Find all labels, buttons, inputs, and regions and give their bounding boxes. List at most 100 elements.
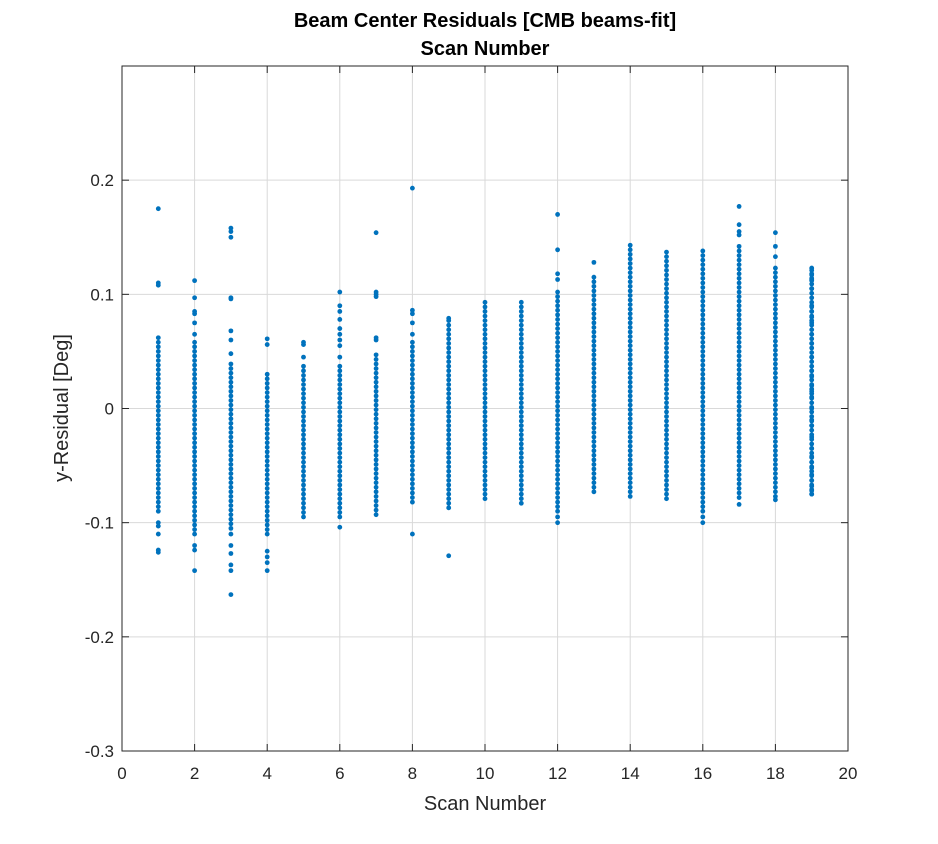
data-point [482, 400, 488, 406]
data-point [518, 304, 524, 310]
data-point [373, 503, 379, 508]
data-point [410, 495, 415, 500]
data-point [228, 361, 234, 367]
data-point [446, 414, 452, 419]
data-point [155, 358, 161, 363]
scan-series-1 [155, 206, 161, 555]
data-point [410, 435, 415, 441]
data-point [736, 307, 742, 313]
data-point [700, 476, 706, 482]
data-point [155, 463, 161, 468]
data-point [518, 491, 524, 497]
data-point [446, 345, 452, 351]
data-point [337, 500, 343, 506]
data-point [773, 297, 778, 303]
data-point [555, 298, 560, 304]
data-point [627, 315, 633, 321]
data-point [736, 394, 742, 400]
data-point [518, 432, 524, 438]
data-point [373, 471, 379, 476]
data-point [301, 391, 306, 397]
data-point [809, 427, 815, 433]
data-point [410, 467, 415, 473]
data-point [627, 283, 633, 289]
data-point [809, 468, 815, 474]
data-point [410, 481, 415, 487]
data-point [736, 330, 742, 336]
data-point [373, 416, 379, 422]
data-point [192, 385, 198, 391]
data-point [736, 248, 742, 254]
data-point [192, 454, 198, 459]
data-point [518, 450, 524, 456]
data-point [518, 441, 524, 447]
data-point [773, 407, 778, 413]
data-point [192, 399, 198, 405]
data-point [446, 322, 452, 328]
data-point [518, 368, 524, 374]
data-point [700, 499, 706, 505]
data-point [410, 408, 415, 414]
data-point [155, 440, 161, 446]
data-point [446, 468, 452, 474]
data-point [627, 398, 633, 403]
data-point [373, 466, 379, 472]
data-point [446, 395, 452, 401]
scan-series-4 [264, 336, 270, 574]
data-point [192, 431, 198, 437]
data-point [264, 463, 270, 468]
data-point-outlier [373, 294, 379, 300]
data-point [410, 394, 415, 400]
data-point-outlier [228, 592, 234, 597]
data-point [155, 495, 161, 500]
data-point [155, 476, 161, 482]
data-point-outlier [555, 212, 560, 217]
data-point [664, 336, 669, 342]
data-point [591, 398, 597, 403]
data-point-outlier [192, 320, 198, 326]
data-point [591, 274, 597, 280]
data-point [736, 463, 742, 468]
data-point-outlier [809, 446, 815, 451]
data-point [627, 320, 633, 326]
data-point [337, 368, 343, 374]
data-point [155, 481, 161, 487]
data-point [446, 377, 452, 383]
data-point [627, 443, 633, 449]
data-point [301, 427, 306, 433]
data-point [482, 331, 488, 337]
data-point-outlier [228, 568, 234, 574]
data-point [773, 361, 778, 367]
data-point [773, 462, 778, 467]
data-point [664, 382, 669, 387]
data-point [773, 439, 778, 445]
data-point-outlier [736, 204, 742, 209]
data-point [373, 498, 379, 504]
data-point [482, 368, 488, 374]
data-point [591, 452, 597, 458]
data-point [664, 414, 669, 419]
data-point [700, 353, 706, 359]
data-point [518, 496, 524, 502]
data-point [337, 436, 343, 442]
data-point [518, 395, 524, 401]
data-point [591, 484, 597, 490]
data-point [591, 475, 597, 481]
chart-subtitle: Scan Number [421, 38, 550, 60]
data-point [555, 472, 560, 478]
data-point [591, 471, 597, 476]
data-point [555, 399, 560, 405]
data-point [664, 478, 669, 483]
data-point [555, 463, 560, 468]
data-point [192, 499, 198, 505]
data-point [700, 399, 706, 405]
data-point [591, 370, 597, 376]
data-point [664, 295, 669, 301]
data-point-outlier [228, 551, 234, 556]
data-point [446, 432, 452, 438]
data-point [736, 422, 742, 427]
data-point [664, 455, 669, 460]
data-point [228, 434, 234, 440]
data-point [773, 315, 778, 321]
data-point [264, 399, 270, 405]
